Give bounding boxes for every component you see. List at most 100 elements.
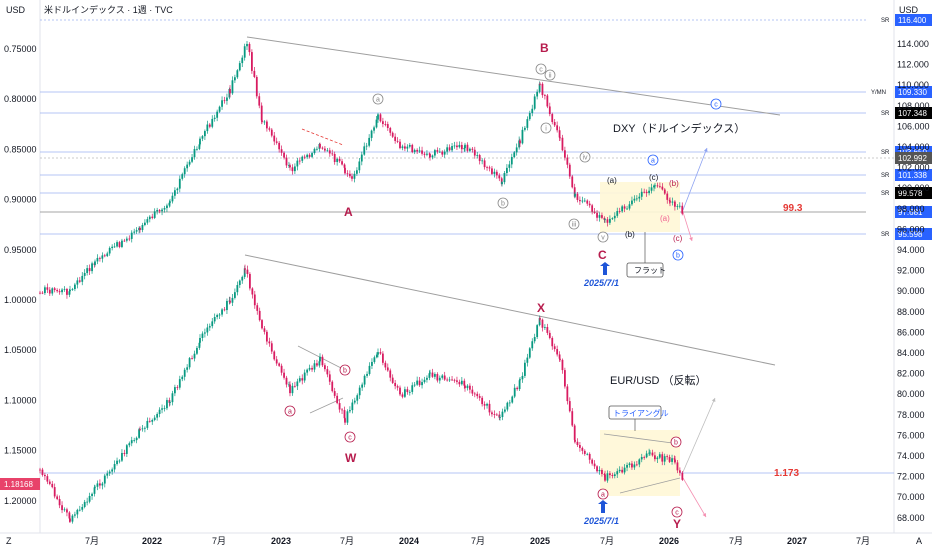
dxy-candle xyxy=(586,200,589,204)
dxy-candle xyxy=(375,119,378,128)
right-tick-label: 74.000 xyxy=(897,451,925,461)
price-tag-label: 97.681 xyxy=(898,208,923,217)
eur-candle xyxy=(478,396,481,398)
dxy-candle xyxy=(377,114,379,120)
wave-dxy-iii: iii xyxy=(572,222,577,229)
eur-candle xyxy=(88,496,91,502)
dxy-candle xyxy=(303,156,306,158)
eur-candle xyxy=(226,300,228,311)
dxy-candle xyxy=(391,132,394,137)
dxy-candle xyxy=(118,242,121,247)
dxy-candle xyxy=(604,219,606,221)
price-tag xyxy=(895,187,932,199)
eur-candle xyxy=(516,387,519,390)
dxy-candle xyxy=(251,52,253,71)
dxy-candle xyxy=(275,141,278,143)
wave-label-C: C xyxy=(598,248,607,262)
dxy-candle xyxy=(524,127,526,130)
eur-candle xyxy=(171,393,174,403)
eur-candle xyxy=(574,439,576,442)
wave-dxy-pink-c: (c) xyxy=(673,234,683,243)
eur-candle xyxy=(213,317,216,322)
eur-candle xyxy=(106,473,109,476)
eur-candle xyxy=(618,469,621,472)
x-tick-label: 2022 xyxy=(142,536,162,546)
dxy-candle xyxy=(221,100,223,107)
x-tick-label: 7月 xyxy=(600,536,614,546)
dxy-candle xyxy=(321,147,324,149)
eur-candle xyxy=(386,367,389,371)
dxy-candle xyxy=(311,153,313,157)
wave-eur-tri-c: c xyxy=(675,510,679,517)
dxy-candle xyxy=(301,156,304,161)
eur-candle xyxy=(673,458,676,460)
eur-candle xyxy=(456,380,458,382)
dxy-candle xyxy=(666,193,669,200)
dxy-candle xyxy=(278,142,281,150)
right-tick-label: 100.000 xyxy=(897,183,930,193)
eur-candle xyxy=(649,452,651,454)
wave-eur-tri-b-ring xyxy=(670,436,682,448)
dxy-candle xyxy=(469,148,471,151)
dxy-candle xyxy=(83,272,86,276)
dxy-candle xyxy=(478,155,481,162)
right-tick-label: 78.000 xyxy=(897,410,925,420)
date-arrow-up-icon-dxy xyxy=(600,262,610,275)
dxy-candle xyxy=(506,167,508,174)
eur-candle xyxy=(141,428,144,430)
dxy-candle xyxy=(645,191,648,194)
dxy-candle xyxy=(208,124,211,127)
eur-candle xyxy=(283,372,285,378)
dxy-candle xyxy=(434,150,436,156)
left-tick-label: 0.95000 xyxy=(4,245,37,255)
dxy-candle xyxy=(96,257,99,262)
wave-dxy-sub-a: (a) xyxy=(607,176,617,185)
eur-candle xyxy=(211,321,214,327)
eur-up-arrow xyxy=(682,397,716,473)
eurusd-panel-title: EUR/USD （反転） xyxy=(610,374,707,387)
dxy-candle xyxy=(368,137,371,146)
eur-candle xyxy=(118,460,121,462)
dxy-candle xyxy=(341,161,343,165)
eur-candle xyxy=(498,414,501,418)
eur-candle xyxy=(199,337,201,343)
eur-candle xyxy=(56,496,59,500)
eur-candle xyxy=(181,376,184,380)
dxy-candle xyxy=(431,155,434,158)
dxy-candle xyxy=(346,173,349,175)
eur-candle xyxy=(238,280,241,286)
eur-candle xyxy=(289,384,291,394)
eur-candle xyxy=(133,440,136,441)
wave-dxy-v: v xyxy=(601,235,605,242)
dxy-candle xyxy=(533,96,536,109)
eur-candle xyxy=(441,375,444,378)
left-tick-label: 0.85000 xyxy=(4,144,37,154)
dxy-candle xyxy=(211,118,214,127)
eur-candle xyxy=(463,380,466,386)
wave-dxy-blue-a-ring xyxy=(647,154,659,166)
dxy-candle xyxy=(328,150,331,154)
eur-candle xyxy=(151,419,154,422)
eur-candle xyxy=(101,483,104,486)
dxy-candle xyxy=(623,206,626,209)
dxy-candle xyxy=(223,100,226,102)
eur-candle xyxy=(366,373,368,376)
eur-candle xyxy=(546,327,549,333)
eur-candle xyxy=(108,471,111,474)
eur-candle xyxy=(253,294,256,306)
eur-candle xyxy=(208,326,211,328)
dxy-candle xyxy=(476,155,479,156)
dxy-candle xyxy=(156,210,159,212)
trendline-layer xyxy=(244,36,781,518)
sr-kind-label: SR xyxy=(881,191,890,197)
eur-candle xyxy=(316,363,318,366)
eur-candle xyxy=(278,363,281,366)
eur-candle xyxy=(404,389,406,397)
eur-candle xyxy=(428,373,431,378)
dxy-candle xyxy=(463,148,466,150)
eur-candle xyxy=(186,367,189,370)
eur-candle xyxy=(244,268,246,270)
eur-candle xyxy=(508,402,511,404)
eur-candle xyxy=(623,467,626,473)
